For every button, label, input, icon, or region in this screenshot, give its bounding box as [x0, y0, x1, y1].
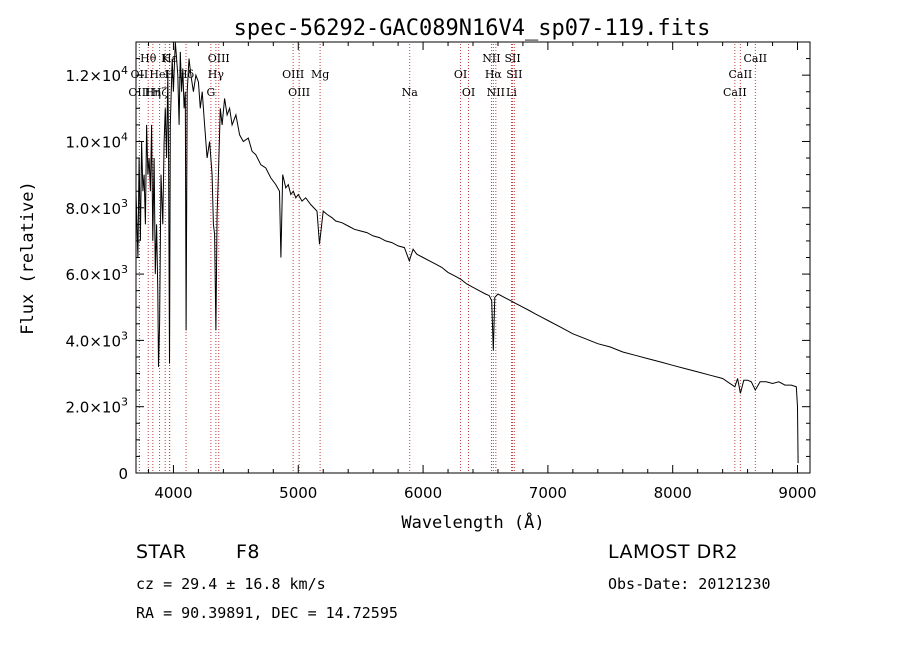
line-label-1-2: H [165, 68, 175, 81]
line-label-2-0: OIII [128, 86, 150, 99]
line-label-1-8: Hα [485, 68, 503, 81]
survey-label: LAMOST DR2 [608, 541, 738, 563]
line-label-0-1: K [161, 52, 170, 65]
y-tick-label: 2.0×103 [65, 396, 128, 417]
x-tick-label: 4000 [154, 484, 192, 502]
plot-frame [135, 41, 811, 474]
line-label-0-5: SII [504, 52, 520, 65]
x-tick-label: 7000 [529, 484, 567, 502]
spectrum-series-line [135, 41, 799, 464]
line-label-0-4: NII [482, 52, 500, 65]
y-axis-ticks: 0 2.0×103 4.0×103 6.0×103 8.0×103 1.0×104 1.2×… [65, 58, 810, 483]
observation-date: Obs-Date: 20121230 [608, 575, 771, 593]
line-label-2-2: Hζ [152, 86, 168, 99]
x-tick-label: 5000 [279, 484, 317, 502]
coordinates-readout: RA = 90.39891, DEC = 14.72595 [136, 604, 398, 622]
object-class: STAR [136, 541, 187, 563]
line-label-2-8: Li [506, 86, 517, 99]
spectral-line-markers [138, 44, 756, 473]
y-tick-label: 6.0×103 [65, 263, 128, 284]
line-label-0-0: Hθ [140, 52, 157, 65]
y-tick-label: 8.0×103 [65, 197, 128, 218]
line-label-1-6: Mg [311, 68, 329, 81]
line-label-1-7: OI [454, 68, 467, 81]
line-label-1-9: SII [506, 68, 522, 81]
y-tick-label: 1.2×104 [65, 64, 128, 85]
x-axis-title: Wavelength (Å) [401, 511, 544, 533]
line-label-1-4: Hγ [208, 68, 225, 81]
line-label-2-3: G [206, 86, 215, 99]
line-label-2-6: OI [462, 86, 475, 99]
line-label-1-5: OIII [282, 68, 304, 81]
line-label-2-7: NII [487, 86, 505, 99]
x-tick-label: 9000 [778, 484, 816, 502]
spectral-subclass: F8 [236, 541, 261, 563]
x-tick-label: 8000 [654, 484, 692, 502]
chart-title: spec-56292-GAC089N16V4_sp07-119.fits [234, 16, 711, 41]
line-label-2-5: Na [402, 86, 419, 99]
y-tick-label: 0 [118, 465, 128, 483]
line-label-2-4: OIII [288, 86, 310, 99]
y-axis-title: Flux (relative) [18, 181, 38, 335]
line-label-1-0: OII [131, 68, 149, 81]
line-label-2-9: CaII [723, 86, 747, 99]
y-tick-label: 4.0×103 [65, 329, 128, 350]
line-label-1-1: HeI [149, 68, 169, 81]
line-label-0-6: CaII [743, 52, 767, 65]
line-label-0-3: OIII [208, 52, 230, 65]
redshift-readout: cz = 29.4 ± 16.8 km/s [136, 575, 326, 593]
line-label-2-1: Hη [145, 86, 161, 99]
x-axis-ticks: 4000 5000 6000 7000 8000 9000 [147, 42, 817, 502]
x-tick-label: 6000 [404, 484, 442, 502]
y-tick-label: 1.0×104 [65, 130, 128, 151]
line-label-1-10: CaII [729, 68, 753, 81]
line-label-0-2: Hε [162, 52, 178, 65]
